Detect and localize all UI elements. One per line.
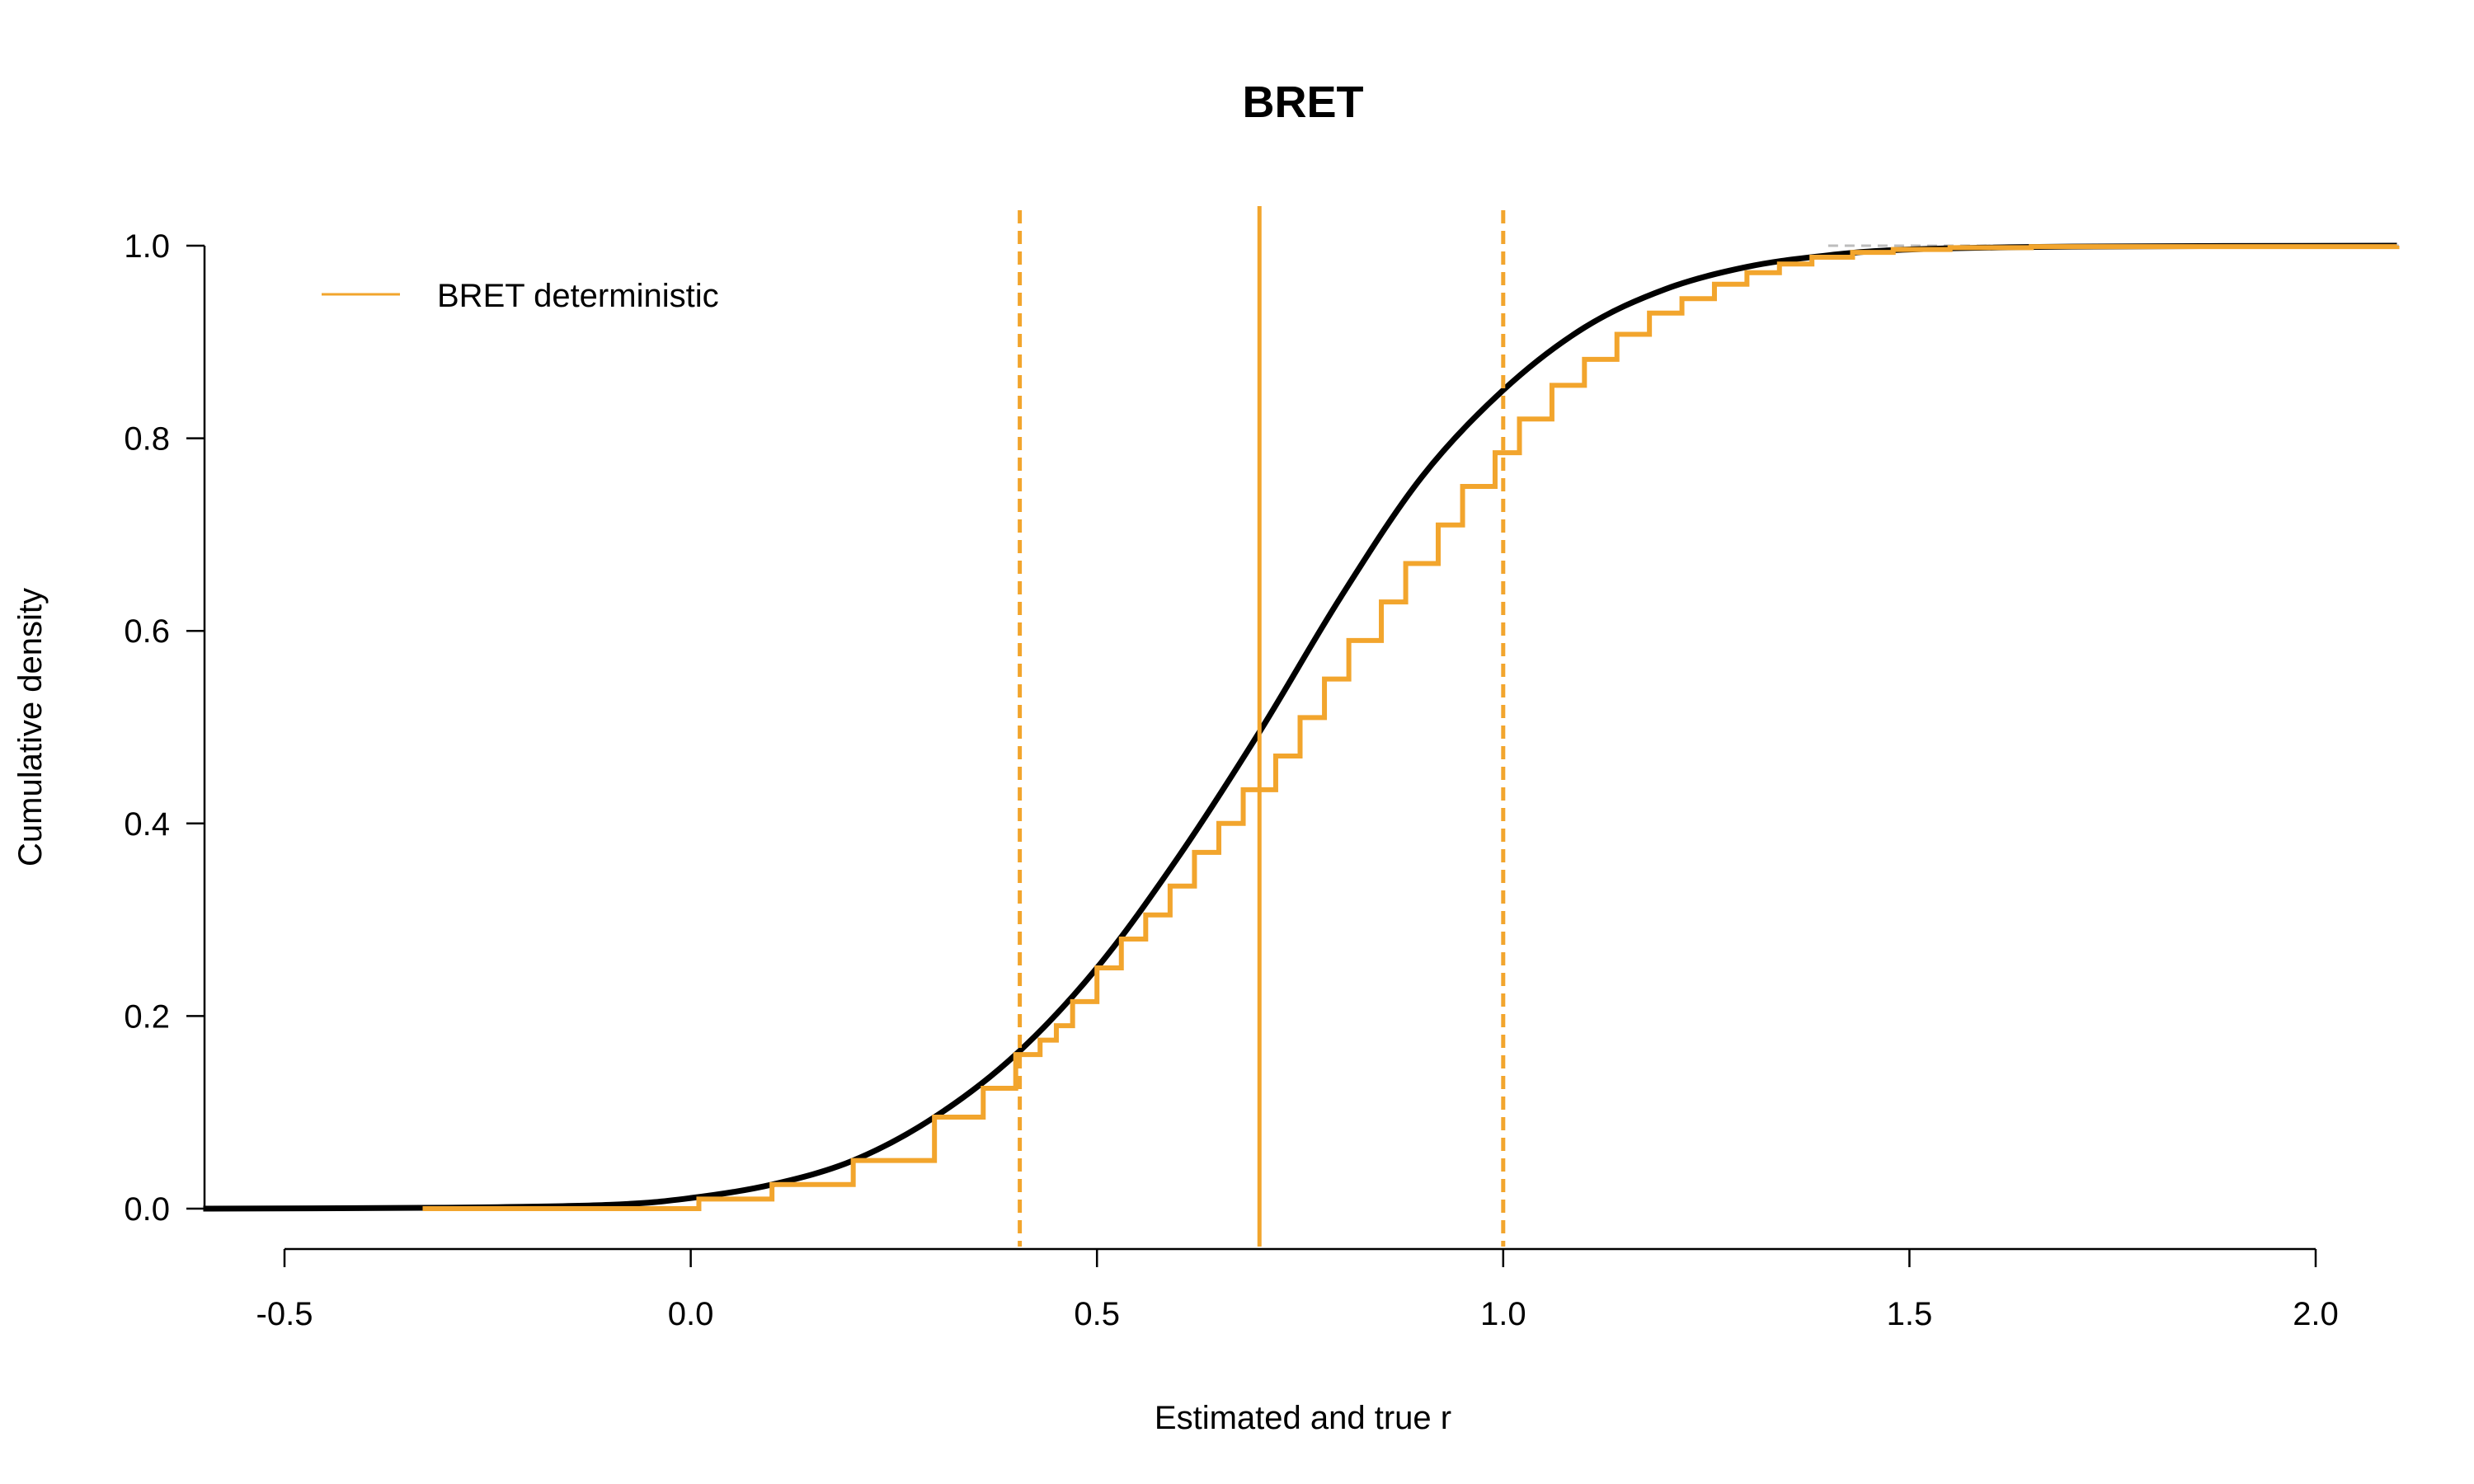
x-tick-label: 0.0 (668, 1296, 714, 1332)
series-step-line (422, 244, 2400, 1211)
reference-lines (1018, 206, 1506, 1247)
y-tick-label: 1.0 (124, 228, 170, 265)
x-tick-label: 2.0 (2293, 1296, 2339, 1332)
x-axis-title: Estimated and true r (1155, 1400, 1451, 1436)
y-axis-title: Cumulative density (12, 588, 49, 866)
y-tick-label: 0.6 (124, 613, 170, 650)
y-axis: 0.0 0.2 0.4 0.6 0.8 1.0 (124, 228, 206, 1228)
x-axis: -0.5 0.0 0.5 1.0 1.5 2.0 (256, 1247, 2339, 1332)
x-tick-label: 1.5 (1887, 1296, 1933, 1332)
legend: BRET deterministic (322, 278, 719, 314)
y-tick-label: 0.8 (124, 421, 170, 458)
y-tick-label: 0.4 (124, 806, 170, 843)
legend-label: BRET deterministic (437, 278, 719, 314)
x-tick-label: 1.0 (1480, 1296, 1526, 1332)
x-tick-label: 0.5 (1074, 1296, 1120, 1332)
x-tick-label: -0.5 (256, 1296, 313, 1332)
series-layer (203, 242, 2404, 1212)
y-tick-label: 0.2 (124, 998, 170, 1035)
chart-title: BRET (1243, 77, 1364, 127)
y-tick-label: 0.0 (124, 1191, 170, 1228)
